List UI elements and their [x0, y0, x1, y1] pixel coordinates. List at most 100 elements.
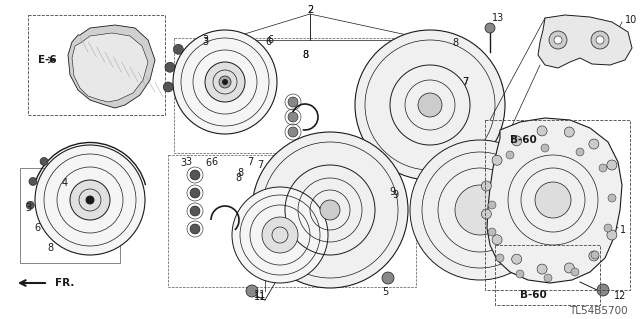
Bar: [168, 155, 416, 287]
Circle shape: [492, 155, 502, 165]
Circle shape: [554, 36, 562, 44]
Text: 6: 6: [211, 157, 217, 167]
Circle shape: [410, 140, 550, 280]
Text: 3: 3: [202, 37, 208, 47]
Circle shape: [455, 185, 505, 235]
Text: TL54B5700: TL54B5700: [570, 306, 628, 316]
Text: 3: 3: [202, 35, 208, 45]
Circle shape: [223, 79, 227, 85]
Text: 3: 3: [25, 203, 31, 213]
Circle shape: [488, 228, 496, 236]
Text: 8: 8: [47, 243, 53, 253]
Circle shape: [537, 126, 547, 136]
Circle shape: [576, 148, 584, 156]
Circle shape: [564, 127, 574, 137]
Circle shape: [86, 196, 94, 204]
Circle shape: [537, 264, 547, 274]
Circle shape: [604, 224, 612, 232]
Circle shape: [173, 30, 277, 134]
Text: 9: 9: [389, 187, 395, 197]
Polygon shape: [72, 33, 148, 102]
Bar: [495, 245, 600, 305]
Circle shape: [165, 62, 175, 72]
Circle shape: [355, 30, 505, 180]
Text: 8: 8: [302, 50, 308, 60]
Text: FR.: FR.: [55, 278, 74, 288]
Circle shape: [246, 285, 258, 297]
Circle shape: [485, 23, 495, 33]
Text: 11: 11: [254, 290, 266, 300]
Text: 2: 2: [307, 5, 313, 15]
Polygon shape: [487, 118, 622, 283]
Polygon shape: [538, 15, 632, 68]
Circle shape: [262, 217, 298, 253]
Circle shape: [173, 44, 183, 54]
Circle shape: [190, 188, 200, 198]
Text: 6: 6: [34, 223, 40, 233]
Circle shape: [591, 251, 599, 259]
Circle shape: [591, 31, 609, 49]
Text: 6: 6: [265, 37, 271, 47]
Circle shape: [511, 136, 522, 146]
Circle shape: [549, 31, 567, 49]
Circle shape: [597, 284, 609, 296]
Text: 3: 3: [185, 157, 191, 167]
Circle shape: [288, 127, 298, 137]
Circle shape: [492, 235, 502, 245]
Circle shape: [481, 209, 492, 219]
Circle shape: [607, 230, 617, 240]
Circle shape: [382, 272, 394, 284]
Circle shape: [40, 158, 48, 166]
Circle shape: [190, 170, 200, 180]
Circle shape: [608, 194, 616, 202]
Circle shape: [163, 82, 173, 92]
Text: 7: 7: [257, 160, 263, 170]
Text: 11: 11: [254, 292, 266, 302]
Circle shape: [544, 274, 552, 282]
Circle shape: [506, 151, 514, 159]
Text: 4: 4: [62, 178, 68, 188]
Text: 6: 6: [267, 35, 273, 45]
Circle shape: [541, 144, 549, 152]
Circle shape: [70, 180, 110, 220]
Text: 3: 3: [180, 158, 186, 168]
Text: B-60: B-60: [520, 290, 547, 300]
Circle shape: [511, 254, 522, 264]
Text: 9: 9: [392, 190, 398, 200]
Text: 13: 13: [492, 13, 504, 23]
Circle shape: [564, 263, 574, 273]
Polygon shape: [68, 25, 155, 108]
Text: 8: 8: [237, 168, 243, 178]
Text: 7: 7: [462, 77, 468, 87]
Bar: [174, 38, 434, 153]
Circle shape: [535, 182, 571, 218]
Circle shape: [496, 254, 504, 262]
Circle shape: [190, 224, 200, 234]
Circle shape: [26, 201, 34, 209]
Circle shape: [219, 76, 231, 88]
Circle shape: [607, 160, 617, 170]
Circle shape: [488, 201, 496, 209]
Circle shape: [29, 177, 37, 185]
Bar: [28, 15, 165, 115]
Circle shape: [288, 97, 298, 107]
Text: B-60: B-60: [510, 135, 537, 145]
Circle shape: [232, 187, 328, 283]
Text: 2: 2: [307, 5, 313, 15]
Text: 8: 8: [302, 50, 308, 60]
Circle shape: [418, 93, 442, 117]
Text: 6: 6: [205, 158, 211, 168]
Text: 8: 8: [235, 173, 241, 183]
Circle shape: [599, 164, 607, 172]
Text: 7: 7: [247, 157, 253, 167]
Text: 7: 7: [462, 77, 468, 87]
Circle shape: [571, 268, 579, 276]
Circle shape: [516, 270, 524, 278]
Bar: [20, 168, 120, 263]
Text: 10: 10: [625, 15, 637, 25]
Circle shape: [205, 62, 245, 102]
Circle shape: [481, 181, 492, 191]
Text: 1: 1: [620, 225, 626, 235]
Text: 12: 12: [614, 291, 627, 301]
Circle shape: [252, 132, 408, 288]
